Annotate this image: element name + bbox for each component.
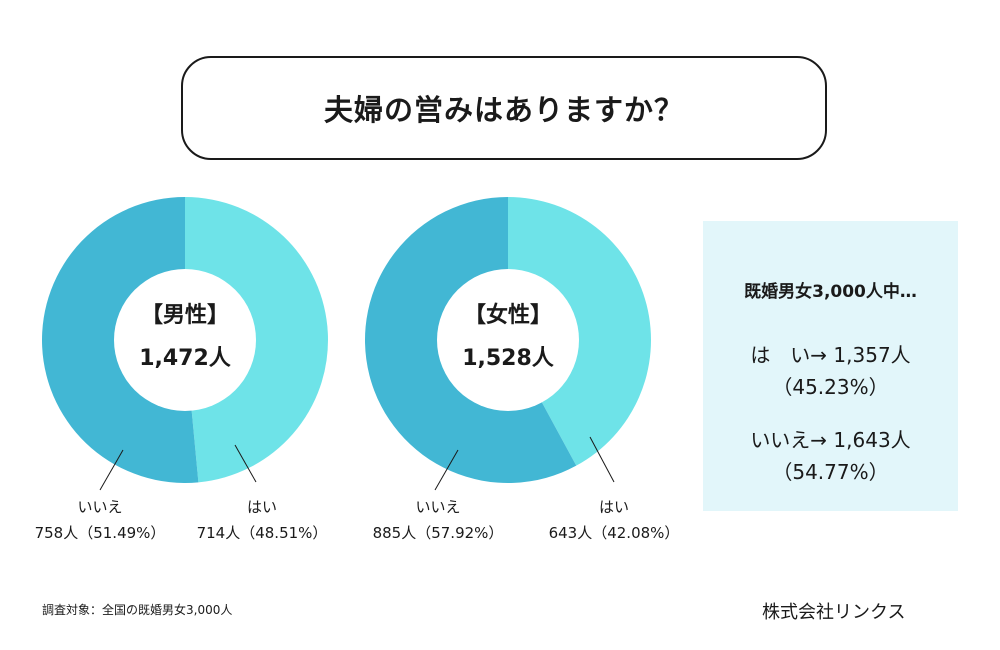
summary-heading: 既婚男女3,000人中… — [744, 282, 917, 302]
male-center-label: 【男性】 — [141, 303, 229, 328]
female-donut: 【女性】 1,528人 いいえ 885人（57.92%） はい 643人（42.… — [364, 197, 680, 542]
summary-panel: 既婚男女3,000人中… は い→ 1,357人 （45.23%） いいえ→ 1… — [703, 221, 958, 511]
female-yes-leader-line — [589, 436, 615, 483]
female-no-leader-line — [434, 449, 459, 491]
male-no-leader-line — [99, 449, 124, 491]
female-no-label: いいえ — [415, 498, 460, 516]
survey-footnote: 調査対象：全国の既婚男女3,000人 — [42, 603, 233, 617]
company-name: 株式会社リンクス — [762, 602, 906, 623]
male-donut: 【男性】 1,472人 いいえ 758人（51.49%） はい 714人（48.… — [35, 197, 329, 542]
male-yes-label: はい — [247, 498, 277, 516]
male-no-value: 758人（51.49%） — [35, 524, 166, 542]
male-donut-hole — [114, 269, 256, 411]
female-center-label: 【女性】 — [464, 302, 552, 328]
female-yes-label: はい — [599, 498, 629, 516]
male-yes-value: 714人（48.51%） — [197, 524, 328, 542]
male-slice-yes — [185, 197, 329, 483]
male-center-value: 1,472人 — [139, 346, 231, 371]
female-center-value: 1,528人 — [462, 346, 554, 371]
chart-title: 夫婦の営みはありますか？ — [181, 56, 827, 160]
summary-no-percent: （54.77%） — [772, 460, 889, 484]
female-yes-value: 643人（42.08%） — [549, 524, 680, 542]
summary-yes-percent: （45.23%） — [772, 375, 889, 399]
male-yes-leader-line — [234, 444, 257, 483]
summary-yes-line: は い→ 1,357人 — [750, 343, 911, 367]
summary-no-line: いいえ→ 1,643人 — [750, 428, 911, 452]
male-no-label: いいえ — [77, 498, 122, 516]
female-donut-hole — [437, 269, 579, 411]
female-no-value: 885人（57.92%） — [373, 524, 504, 542]
